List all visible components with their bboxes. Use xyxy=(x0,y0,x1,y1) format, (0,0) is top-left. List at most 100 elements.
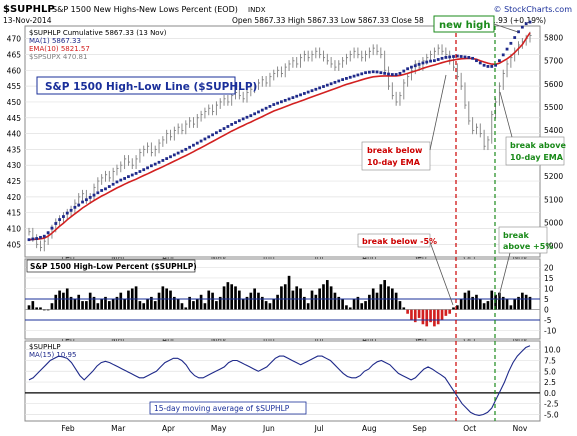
header-change: 1.93 (+0.19%) xyxy=(491,16,546,25)
cumulative-point xyxy=(195,141,199,145)
percent-bar xyxy=(39,307,42,310)
cumulative-point xyxy=(62,215,65,218)
cumulative-point xyxy=(432,59,436,63)
percent-bar xyxy=(429,309,432,323)
cumulative-point xyxy=(444,56,448,59)
ma15-caption: 15-day moving average of $SUPHLP xyxy=(154,404,290,413)
percent-bar xyxy=(153,301,157,310)
cumulative-point xyxy=(494,63,497,67)
cumulative-point xyxy=(440,56,444,60)
percent-bar xyxy=(58,290,61,310)
cumulative-point xyxy=(425,60,429,64)
percent-bar xyxy=(115,296,119,310)
month-label: Aug xyxy=(362,424,377,433)
percent-bar xyxy=(517,296,520,310)
right-tick-label: 5700 xyxy=(544,57,563,66)
percent-bar xyxy=(104,296,107,310)
percent-bar xyxy=(62,292,65,310)
month-label: Jul xyxy=(314,424,324,433)
header-description: S&P 1500 New Highs-New Lows Percent (EOD… xyxy=(52,5,238,14)
percent-bar xyxy=(333,292,337,310)
cumulative-point xyxy=(287,97,291,101)
percent-bar xyxy=(513,299,517,310)
header-date: 13-Nov-2014 xyxy=(3,16,52,25)
percent-tick-label: 15 xyxy=(544,274,554,283)
cumulative-point xyxy=(260,108,264,112)
cumulative-point xyxy=(455,54,459,58)
percent-bar xyxy=(31,301,35,310)
left-tick-label: 440 xyxy=(7,130,22,139)
cumulative-point xyxy=(413,64,417,68)
percent-bar xyxy=(475,294,478,310)
percent-bar xyxy=(138,301,142,310)
percent-bar xyxy=(257,292,260,310)
cumulative-point xyxy=(345,77,348,80)
cumulative-point xyxy=(50,226,54,230)
cumulative-point xyxy=(241,117,245,121)
percent-bar xyxy=(203,303,207,310)
break-below-ema-line1: break below xyxy=(367,146,423,155)
month-label: Mar xyxy=(111,424,126,433)
cumulative-point xyxy=(352,74,356,78)
percent-bar xyxy=(46,309,50,311)
cumulative-point xyxy=(459,55,463,58)
ma15-tick-label: -2.5 xyxy=(544,400,559,409)
cumulative-point xyxy=(436,58,440,61)
cumulative-point xyxy=(222,127,226,130)
break-above-5-line2: above +5% xyxy=(503,242,553,251)
cumulative-point xyxy=(398,71,402,75)
percent-bar xyxy=(88,292,92,310)
percent-bar xyxy=(368,294,371,310)
percent-bar xyxy=(184,307,188,310)
cumulative-point xyxy=(528,20,532,24)
percent-bar xyxy=(157,292,161,310)
cumulative-point xyxy=(184,147,188,151)
month-label: Jun xyxy=(262,424,275,433)
percent-bar xyxy=(199,294,203,310)
annotations: new high break below 10-day EMA break ab… xyxy=(357,15,566,306)
cumulative-point xyxy=(115,180,119,184)
cumulative-point xyxy=(230,123,234,126)
cumulative-point xyxy=(127,175,130,179)
percent-bar xyxy=(150,296,153,310)
cumulative-point xyxy=(218,129,222,133)
new-high-pointer xyxy=(493,23,519,33)
panel-price-right-ticks: 4900500051005200530054005500560057005800 xyxy=(544,34,563,251)
break-below-ema-pointer xyxy=(429,74,447,151)
cumulative-point xyxy=(81,200,84,204)
cumulative-point xyxy=(272,103,276,106)
percent-bar xyxy=(478,299,482,310)
watermark: © StockCharts.com xyxy=(494,5,573,14)
month-label: Feb xyxy=(61,424,75,433)
cumulative-point xyxy=(111,182,115,186)
cumulative-point xyxy=(146,166,149,170)
percent-bar xyxy=(35,307,38,310)
cumulative-point xyxy=(513,36,517,39)
cumulative-point xyxy=(226,125,230,128)
month-label: May xyxy=(211,424,227,433)
cumulative-point xyxy=(107,185,111,188)
percent-bar xyxy=(264,301,268,310)
cumulative-point xyxy=(249,114,253,118)
percent-bar xyxy=(211,292,214,310)
percent-bar xyxy=(486,301,490,310)
percent-bar xyxy=(268,303,272,310)
cumulative-point xyxy=(84,198,88,202)
cumulative-point xyxy=(58,218,61,221)
cumulative-point xyxy=(482,63,486,67)
percent-bar xyxy=(425,309,429,327)
percent-bar xyxy=(287,275,291,310)
left-tick-label: 460 xyxy=(7,66,22,75)
cumulative-point xyxy=(371,70,375,74)
percent-bar xyxy=(100,299,103,310)
percent-reference-lines xyxy=(25,298,540,321)
percent-bar xyxy=(528,296,532,310)
cumulative-point xyxy=(203,137,207,141)
month-label: Apr xyxy=(162,424,176,433)
panel-price-grid xyxy=(25,38,540,245)
left-tick-label: 470 xyxy=(7,35,22,44)
percent-bar xyxy=(238,290,241,310)
cumulative-point xyxy=(142,168,146,172)
cumulative-point xyxy=(130,173,134,177)
percent-bar xyxy=(81,301,84,310)
